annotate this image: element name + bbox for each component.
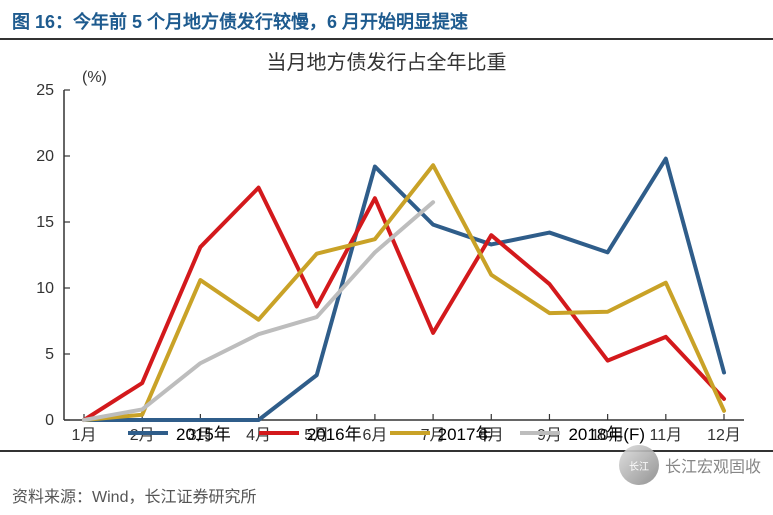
legend-swatch (259, 431, 299, 435)
legend-label: 2016年 (307, 420, 362, 445)
svg-text:15: 15 (36, 214, 54, 231)
watermark: 长江 长江宏观固收 (619, 445, 761, 485)
figure-container: 图 16：今年前 5 个月地方债发行较慢，6 月开始明显提速 当月地方债发行占全… (0, 0, 773, 515)
legend-item: 2018年(F) (520, 420, 645, 445)
legend-label: 2018年(F) (568, 420, 645, 445)
legend-item: 2015年 (128, 420, 231, 445)
watermark-text: 长江宏观固收 (665, 453, 761, 477)
figure-title: 今年前 5 个月地方债发行较慢，6 月开始明显提速 (73, 12, 468, 32)
svg-text:25: 25 (36, 82, 54, 99)
legend-label: 2015年 (176, 420, 231, 445)
legend-item: 2017年 (390, 420, 493, 445)
figure-number: 图 16： (12, 12, 73, 32)
legend-swatch (128, 431, 168, 435)
svg-text:20: 20 (36, 148, 54, 165)
svg-text:(%): (%) (82, 69, 107, 86)
chart-legend: 2015年 2016年 2017年 2018年(F) (0, 420, 773, 445)
legend-label: 2017年 (438, 420, 493, 445)
line-chart: 0510152025(%)1月2月3月4月5月6月7月8月9月10月11月12月 (0, 30, 773, 460)
legend-swatch (520, 431, 560, 435)
svg-text:10: 10 (36, 280, 54, 297)
legend-swatch (390, 431, 430, 435)
source-line: 资料来源：Wind，长江证券研究所 (12, 483, 256, 507)
svg-text:5: 5 (45, 346, 54, 363)
source-text: Wind，长江证券研究所 (92, 489, 256, 506)
watermark-icon: 长江 (619, 445, 659, 485)
source-label: 资料来源： (12, 489, 92, 506)
legend-item: 2016年 (259, 420, 362, 445)
